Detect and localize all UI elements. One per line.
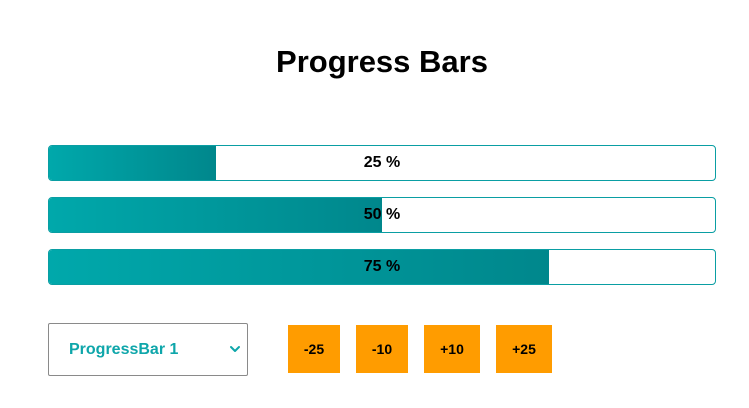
chevron-down-icon [230, 346, 240, 352]
decrease-10-button[interactable]: -10 [356, 325, 408, 373]
progress-bar-fill [49, 146, 216, 180]
progress-bar-3: 75 % [48, 249, 716, 285]
progress-bar-fill [49, 198, 382, 232]
progress-bar-select[interactable]: ProgressBar 1 [48, 323, 248, 376]
progress-bar-1: 25 % [48, 145, 716, 181]
progress-bar-fill [49, 250, 549, 284]
page-title: Progress Bars [276, 44, 488, 79]
progress-bar-list: 25 % 50 % 75 % [48, 145, 716, 301]
progress-bar-label: 75 % [363, 258, 401, 275]
progress-bar-label: 50 % [363, 206, 401, 223]
progress-bar-2: 50 % [48, 197, 716, 233]
increase-25-button[interactable]: +25 [496, 325, 552, 373]
increase-10-button[interactable]: +10 [424, 325, 480, 373]
progress-bar-label: 25 % [363, 154, 401, 171]
progress-bar-select-value: ProgressBar 1 [69, 341, 179, 358]
decrease-25-button[interactable]: -25 [288, 325, 340, 373]
